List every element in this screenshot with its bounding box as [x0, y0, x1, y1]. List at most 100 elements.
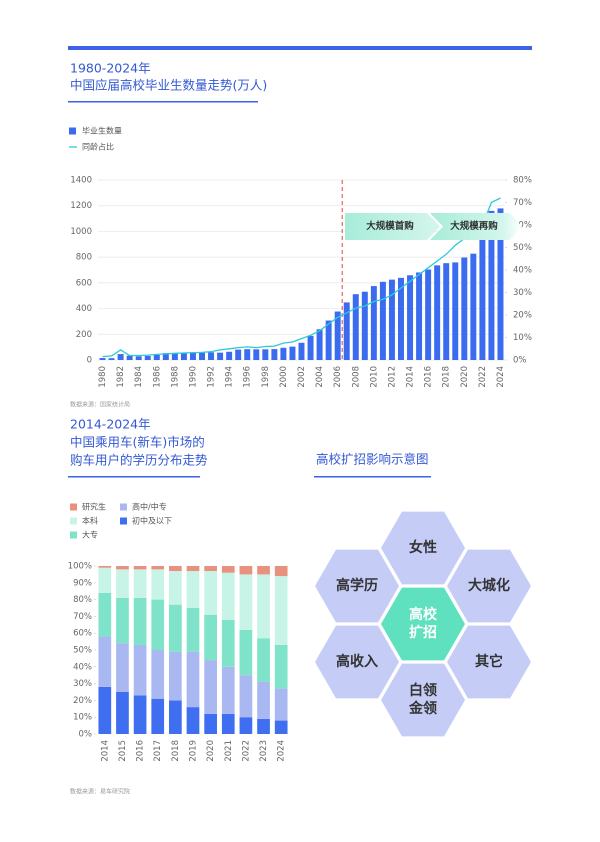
- bar: [343, 302, 350, 360]
- hex-node: [381, 663, 465, 737]
- bar: [407, 275, 414, 360]
- source: 数据来源：国家统计局: [70, 401, 130, 409]
- bar-segment: [221, 619, 235, 667]
- x-tick-label: 2014: [406, 366, 416, 388]
- x-tick-label: 2020: [206, 740, 216, 762]
- annotation-arrow: [345, 213, 440, 240]
- y2-tick-label: 70%: [513, 198, 532, 208]
- legend-swatch: [69, 127, 76, 135]
- bar-segment: [116, 692, 129, 734]
- hex-label: 其它: [475, 653, 503, 670]
- y-tick-label: 60%: [73, 629, 92, 639]
- y-tick-label: 1000: [70, 227, 92, 237]
- x-tick-label: 2024: [277, 740, 287, 762]
- y-tick-label: 70%: [73, 612, 92, 622]
- y-tick-label: 50%: [73, 646, 92, 656]
- bar: [325, 320, 332, 360]
- bar: [425, 269, 432, 360]
- y-tick-label: 20%: [73, 696, 92, 706]
- bar: [280, 347, 287, 360]
- y-tick-label: 80%: [73, 595, 92, 605]
- y-tick-label: 200: [76, 330, 92, 340]
- bar: [189, 352, 196, 360]
- bar-segment: [133, 597, 147, 645]
- y-tick-label: 1200: [70, 201, 92, 211]
- legend-label: 研究生: [82, 502, 106, 512]
- hex-label: 扩招: [409, 624, 437, 641]
- y-tick-label: 40%: [73, 662, 92, 672]
- chart-title: 1980-2024年: [70, 61, 151, 76]
- bar: [126, 355, 133, 360]
- x-tick-label: 1982: [116, 366, 126, 388]
- x-tick-label: 2023: [259, 740, 269, 762]
- bar: [443, 263, 450, 360]
- annotation: 大规模首购: [366, 220, 414, 232]
- bar: [226, 351, 233, 360]
- bar-segment: [169, 700, 182, 734]
- bar-segment: [98, 636, 112, 687]
- bar-segment: [116, 569, 129, 598]
- legend-swatch: [120, 517, 127, 525]
- x-tick-label: 2008: [351, 366, 361, 388]
- y-tick-label: 0: [87, 356, 92, 366]
- y2-tick-label: 50%: [513, 243, 532, 253]
- bar: [452, 262, 459, 360]
- bar-segment: [221, 713, 235, 734]
- y2-tick-label: 60%: [513, 221, 532, 231]
- x-tick-label: 1996: [243, 366, 253, 388]
- bar-segment: [151, 566, 165, 570]
- legend-label: 初中及以下: [132, 516, 172, 526]
- bar-segment: [239, 574, 253, 630]
- bar-segment: [221, 566, 235, 573]
- bar-segment: [204, 713, 217, 734]
- bar-segment: [257, 574, 270, 639]
- bar: [271, 349, 278, 360]
- bar: [108, 358, 115, 360]
- bar-segment: [204, 660, 217, 714]
- bar: [153, 354, 160, 360]
- bar: [180, 352, 187, 360]
- bar: [497, 208, 504, 360]
- bar: [144, 355, 151, 360]
- legend-label: 大专: [82, 530, 98, 540]
- bar-segment: [221, 666, 235, 714]
- bar-segment: [98, 566, 112, 568]
- bar-segment: [151, 599, 165, 650]
- bar-segment: [169, 651, 182, 701]
- bar: [470, 253, 477, 360]
- bar: [398, 277, 404, 360]
- bar: [208, 352, 215, 360]
- bar-segment: [151, 569, 165, 600]
- bar: [135, 356, 142, 360]
- bar: [370, 286, 377, 360]
- bar-segment: [186, 608, 200, 652]
- bar: [388, 279, 395, 360]
- bar-segment: [274, 576, 288, 645]
- x-tick-label: 2019: [189, 740, 199, 762]
- bar: [479, 235, 486, 360]
- bar-segment: [133, 566, 147, 570]
- bar-segment: [239, 629, 253, 676]
- chart-subtitle: 购车用户的学历分布走势: [70, 453, 208, 468]
- bar: [262, 349, 269, 360]
- bar-segment: [186, 566, 200, 572]
- x-tick-label: 2024: [496, 366, 506, 388]
- x-tick-label: 2022: [241, 740, 251, 762]
- bar-segment: [98, 592, 112, 637]
- legend-label: 同龄占比: [82, 142, 114, 152]
- bar: [244, 349, 251, 360]
- legend-swatch: [120, 503, 127, 511]
- source: 数据来源：易车研究院: [70, 788, 130, 796]
- y2-tick-label: 20%: [513, 311, 532, 321]
- y-tick-label: 0%: [79, 730, 93, 740]
- bar-segment: [204, 566, 217, 572]
- bar-segment: [151, 698, 165, 734]
- diagram-title: 高校扩招影响示意图: [316, 452, 429, 467]
- y-tick-label: 10%: [73, 713, 92, 723]
- bar-segment: [221, 572, 235, 620]
- bar: [434, 265, 441, 360]
- x-tick-label: 2000: [279, 366, 289, 388]
- x-tick-label: 2020: [460, 366, 470, 388]
- bar-segment: [186, 571, 200, 608]
- y2-tick-label: 40%: [513, 266, 532, 276]
